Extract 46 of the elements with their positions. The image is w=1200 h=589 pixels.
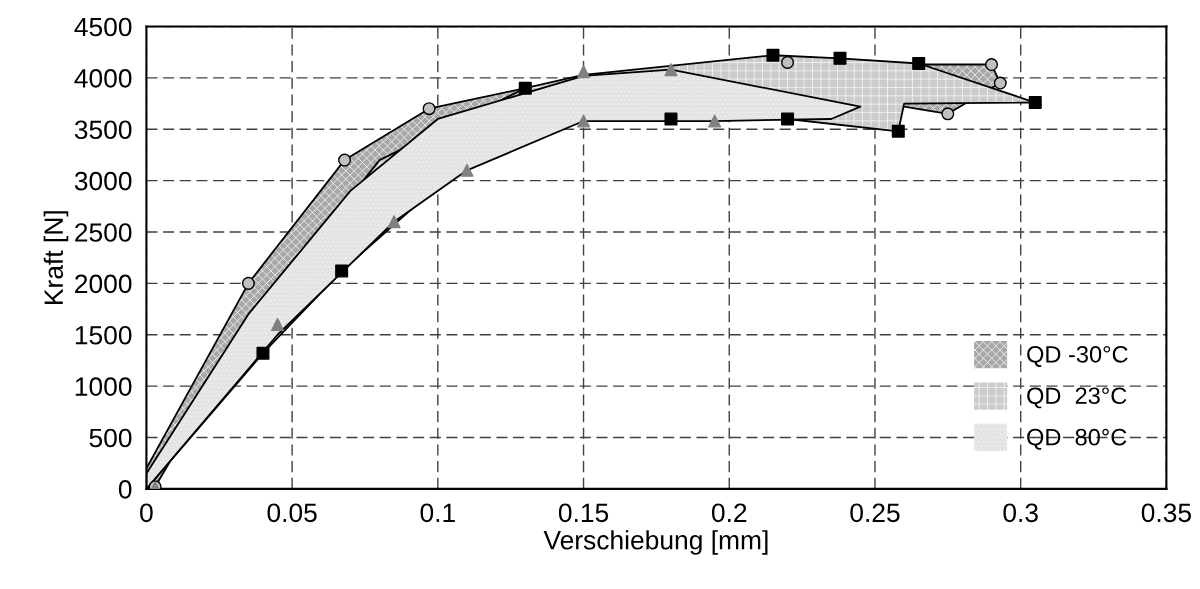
x-tick-label: 0.05 (267, 503, 317, 523)
point (241, 276, 255, 290)
point (256, 346, 270, 360)
point (912, 56, 926, 70)
y-tick-label: 500 (89, 428, 132, 448)
point (577, 114, 591, 128)
x-tick-label: 0.35 (1141, 503, 1191, 523)
point (833, 51, 847, 65)
point (985, 58, 999, 72)
point (460, 163, 474, 177)
y-tick-label: 2000 (75, 274, 132, 294)
point (664, 112, 678, 126)
y-tick-label: 3000 (74, 171, 132, 191)
y-tick-label: 4000 (74, 69, 132, 88)
point (664, 63, 678, 77)
x-tick-label: 0.25 (850, 503, 900, 523)
point (577, 65, 591, 79)
point (781, 112, 795, 126)
point (941, 107, 955, 121)
point (766, 48, 780, 62)
x-tick-label: 0.3 (1003, 503, 1038, 523)
y-tick-label: 3500 (74, 120, 132, 140)
x-tick-label: 0.2 (711, 503, 747, 523)
y-tick-label: 0 (118, 480, 132, 499)
point (422, 102, 436, 116)
x-tick-label: 0.1 (420, 503, 455, 523)
point (1028, 96, 1042, 110)
point (891, 124, 905, 138)
point (993, 76, 1007, 90)
x-tick-label: 0.15 (558, 503, 609, 523)
x-axis-title: Verschiebung [mm] (543, 530, 768, 555)
point (335, 264, 349, 278)
legend-label: QD 23°C (1027, 387, 1127, 409)
x-tick-label: 0 (140, 503, 153, 523)
point (781, 55, 795, 69)
point (271, 317, 285, 331)
y-tick-label: 1500 (75, 325, 132, 345)
y-tick-label: 2500 (75, 223, 132, 242)
y-tick-label: 1000 (75, 377, 132, 396)
legend-label: QD -30°C (1027, 345, 1128, 367)
point (338, 153, 352, 167)
point (387, 215, 401, 229)
y-tick-label: 4500 (74, 17, 132, 37)
point (518, 81, 532, 95)
point (708, 114, 722, 128)
y-axis-title: Kraft [N] (43, 211, 69, 304)
